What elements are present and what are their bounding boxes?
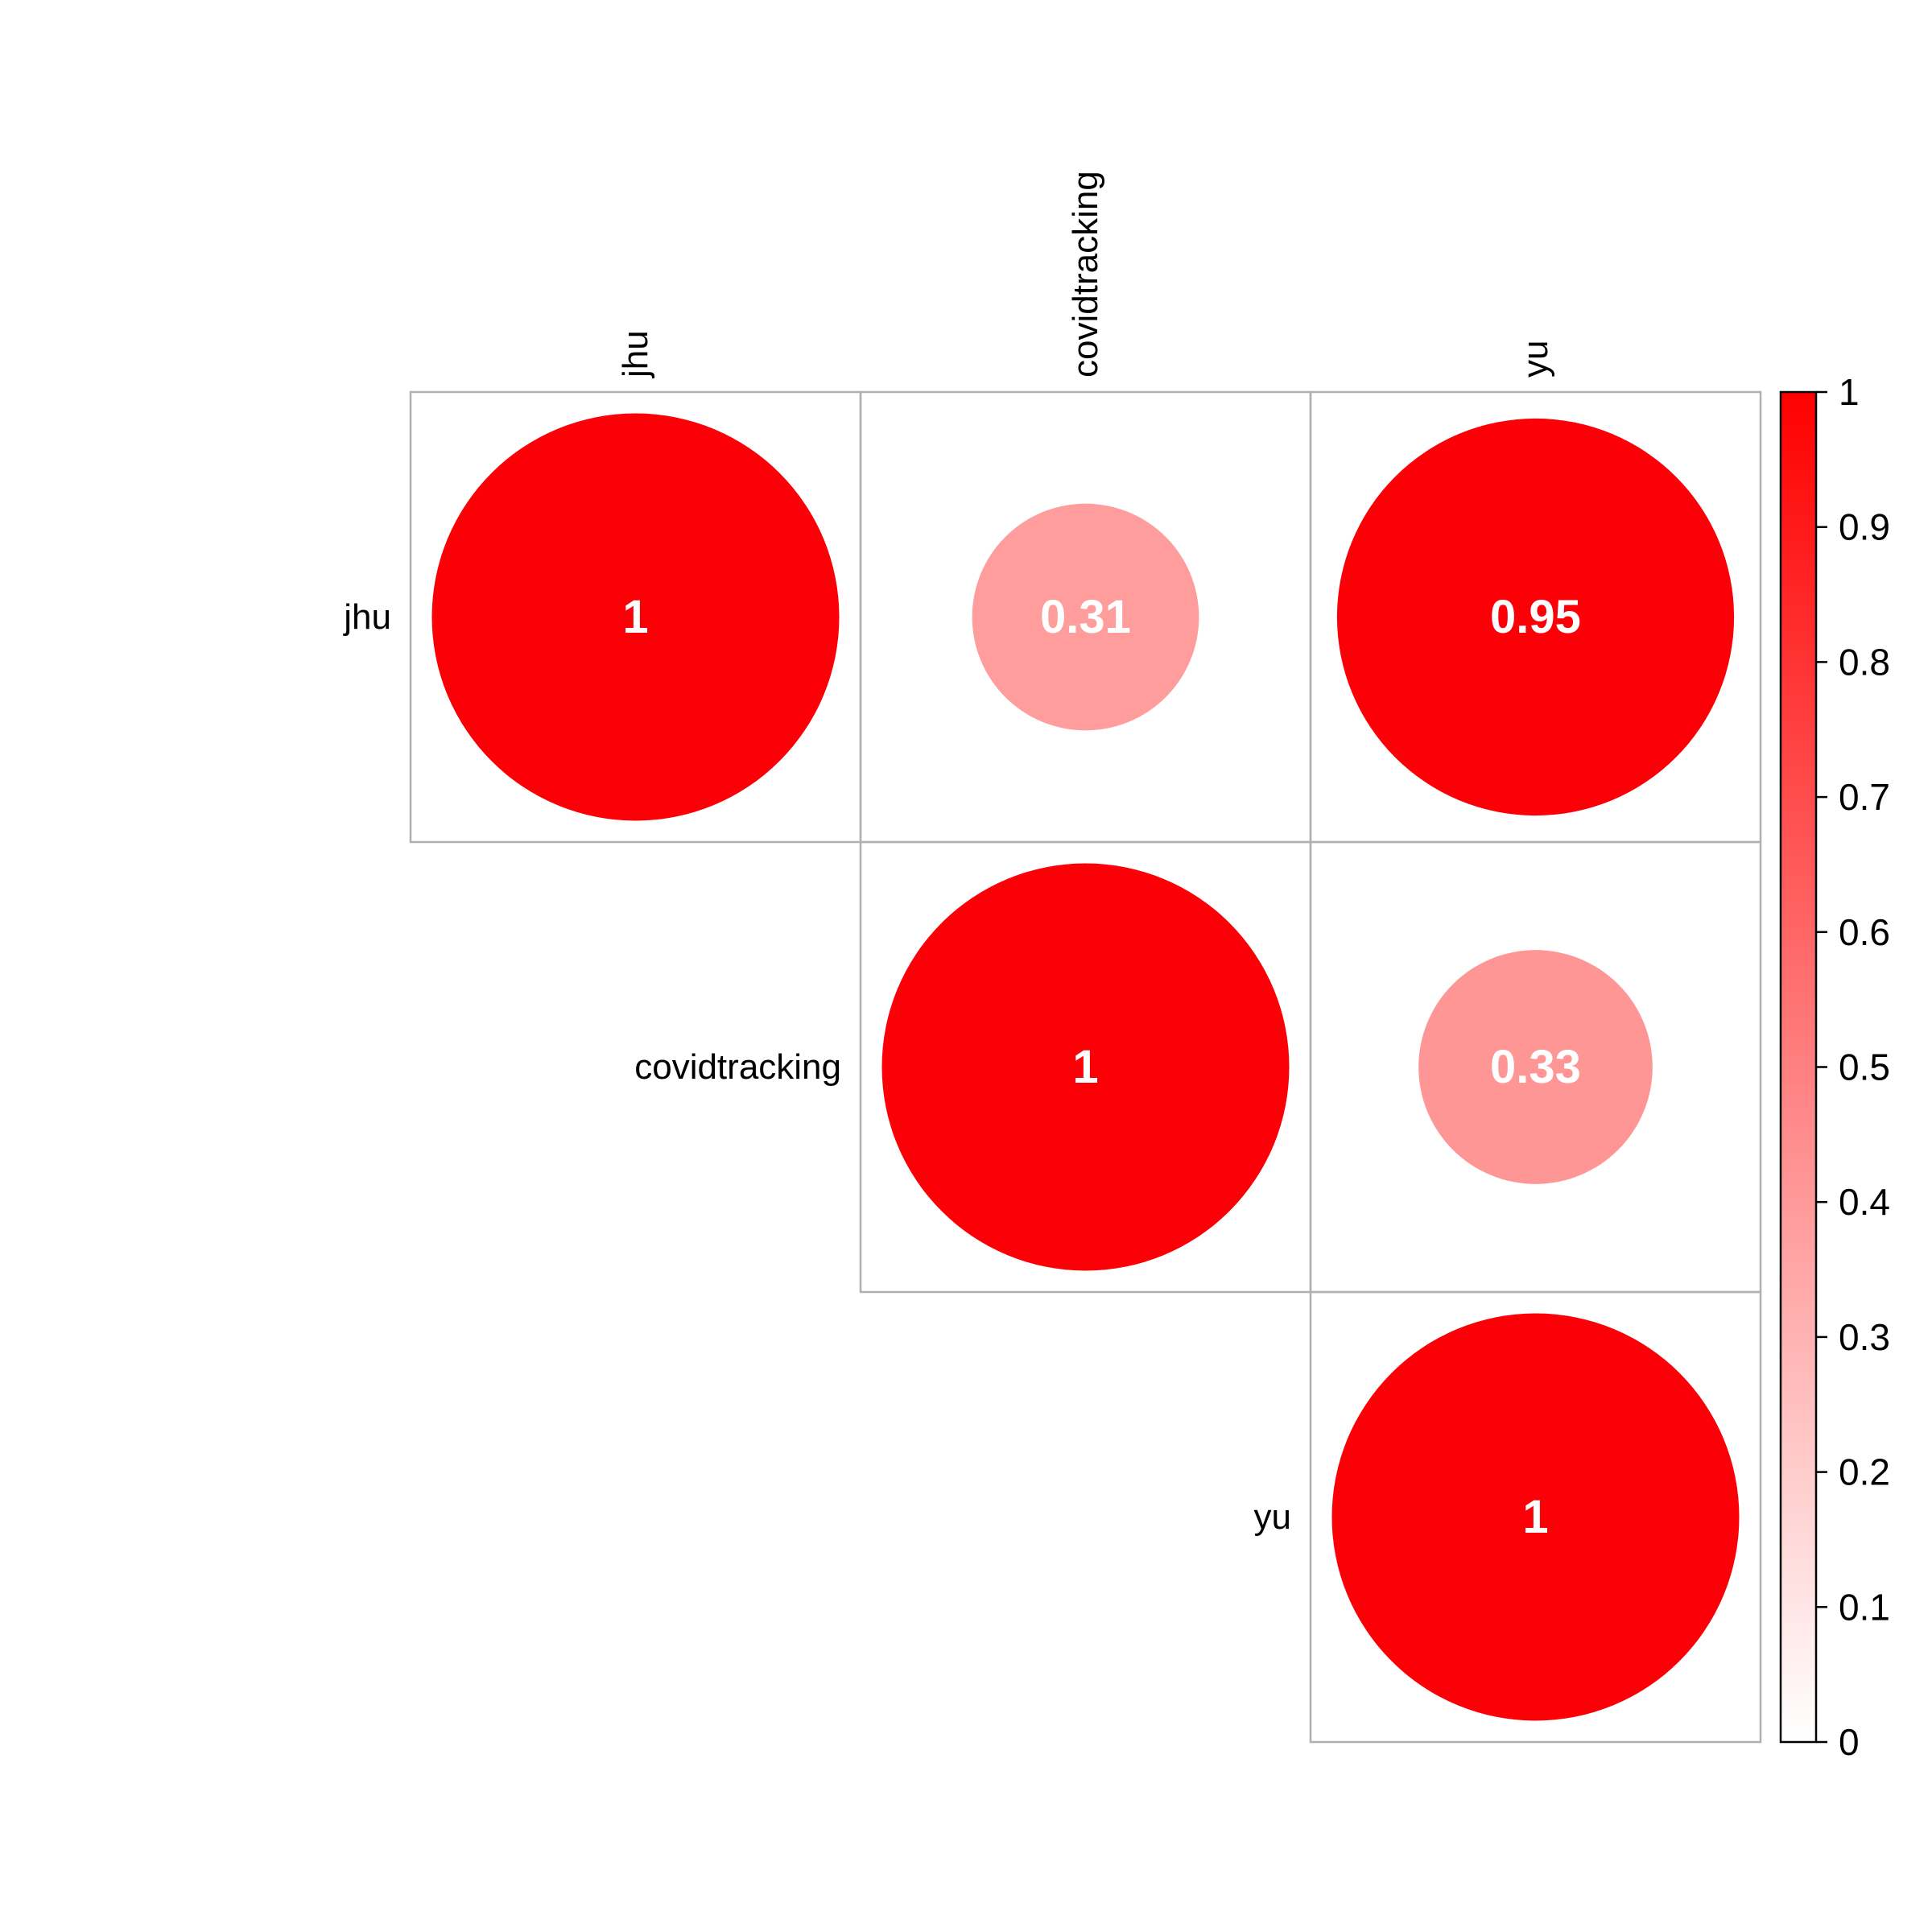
column-labels: jhu covidtracking yu: [616, 171, 1555, 379]
row-label: covidtracking: [634, 1047, 841, 1087]
colorbar-bar: [1779, 390, 1818, 1744]
correlation-circle: [431, 413, 840, 821]
colorbar-tick-label: 0.9: [1839, 506, 1890, 548]
column-label: covidtracking: [1066, 171, 1105, 378]
colorbar-tick-label: 1: [1839, 371, 1860, 413]
correlation-value: 1: [1072, 1041, 1098, 1093]
correlation-value: 1: [1522, 1491, 1548, 1543]
correlation-value: 0.95: [1490, 591, 1581, 643]
colorbar-tick-label: 0.8: [1839, 641, 1890, 683]
colorbar-tick-label: 0.5: [1839, 1046, 1890, 1088]
row-label: yu: [1254, 1497, 1291, 1537]
colorbar-tick-label: 0.1: [1839, 1586, 1890, 1628]
colorbar: 0 0.1 0.2 0.3 0.4 0.5 0.6 0.7 0.8 0.9 1: [1779, 371, 1890, 1763]
grid-cell: [1309, 1290, 1762, 1744]
correlation-circle: [1331, 1313, 1740, 1721]
colorbar-tick-label: 0: [1839, 1721, 1860, 1763]
row-labels: jhu covidtracking yu: [342, 597, 1291, 1537]
colorbar-tick-label: 0.6: [1839, 911, 1890, 953]
colorbar-tick-label: 0.7: [1839, 776, 1890, 818]
correlation-value: 1: [622, 591, 648, 643]
cell-grid: [409, 390, 1762, 1744]
column-label: jhu: [616, 330, 655, 379]
correlation-value: 0.33: [1490, 1041, 1581, 1093]
colorbar-tick-label: 0.4: [1839, 1181, 1890, 1223]
correlation-values: 1 0.31 0.95 1 0.33 1: [622, 591, 1581, 1543]
correlation-circle: [1418, 950, 1653, 1184]
column-label: yu: [1516, 341, 1555, 378]
colorbar-tick-label: 0.2: [1839, 1451, 1890, 1493]
correlation-circle: [1336, 418, 1735, 816]
row-label: jhu: [342, 597, 391, 637]
correlation-circles: [431, 413, 1740, 1721]
correlation-circle: [881, 863, 1290, 1271]
correlation-value: 0.31: [1040, 591, 1131, 643]
colorbar-tick-label: 0.3: [1839, 1316, 1890, 1358]
correlation-circle: [972, 503, 1199, 731]
